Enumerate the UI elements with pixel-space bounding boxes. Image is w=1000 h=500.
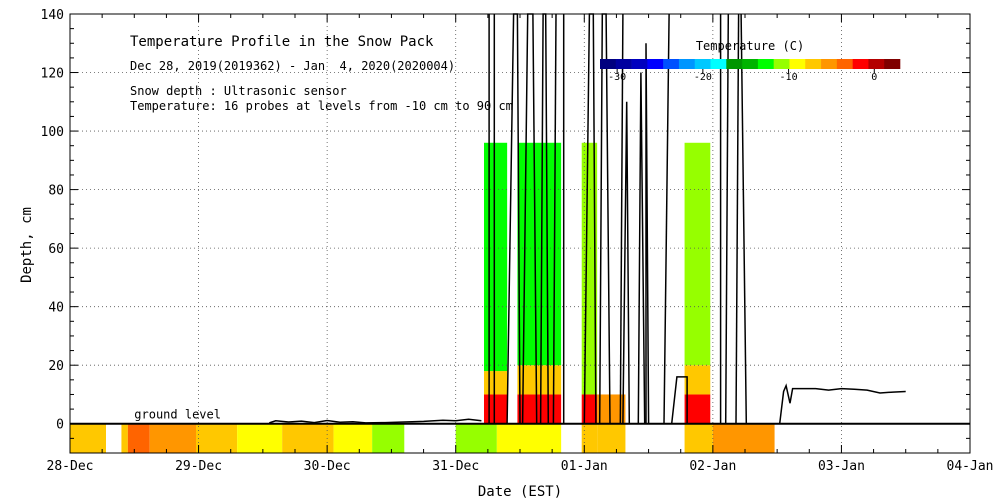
x-tick-label-3: 31-Dec bbox=[432, 459, 479, 474]
x-tick-label-4: 01-Jan bbox=[561, 459, 608, 474]
temperature-block-8 bbox=[372, 423, 405, 453]
temperature-block-22 bbox=[684, 423, 713, 453]
snow-depth-line-19 bbox=[740, 13, 748, 424]
colorbar-swatch-1 bbox=[615, 59, 632, 69]
y-axis-label: Depth, cm bbox=[19, 207, 35, 283]
y-tick-label-7: 140 bbox=[41, 8, 64, 23]
colorbar-tick-label-3: 0 bbox=[871, 72, 877, 83]
temperature-block-5 bbox=[237, 423, 283, 453]
colorbar-swatch-11 bbox=[773, 59, 790, 69]
temperature-block-7 bbox=[333, 423, 373, 453]
chart-subtitle: Dec 28, 2019(2019362) - Jan 4, 2020(2020… bbox=[130, 59, 455, 73]
y-tick-label-3: 60 bbox=[48, 242, 64, 257]
colorbar-swatch-17 bbox=[868, 59, 885, 69]
snow-depth-line-0 bbox=[269, 418, 482, 424]
colorbar-title: Temperature (C) bbox=[696, 39, 804, 53]
colorbar-swatch-10 bbox=[757, 59, 774, 69]
temperature-block-4 bbox=[196, 423, 238, 453]
temperature-block-0 bbox=[70, 423, 106, 453]
snow-depth-line-6 bbox=[552, 13, 557, 424]
temperature-block-18 bbox=[581, 394, 598, 424]
ground-level: ground level bbox=[70, 408, 970, 425]
temperature-block-13 bbox=[484, 142, 508, 372]
note-snow-depth: Snow depth : Ultrasonic sensor bbox=[130, 84, 347, 98]
colorbar-swatch-2 bbox=[631, 59, 648, 69]
colorbar-swatch-16 bbox=[852, 59, 869, 69]
temperature-block-10 bbox=[496, 423, 562, 453]
y-tick-label-5: 100 bbox=[41, 125, 64, 140]
temperature-block-17 bbox=[581, 423, 598, 453]
snow-depth-line-13 bbox=[645, 43, 650, 424]
snow-depth-line-17 bbox=[724, 13, 730, 424]
colorbar-tick-label-1: -20 bbox=[694, 72, 712, 83]
y-tick-label-4: 80 bbox=[48, 184, 64, 199]
x-tick-label-1: 29-Dec bbox=[175, 459, 222, 474]
colorbar-swatches bbox=[600, 59, 901, 69]
colorbar-swatch-7 bbox=[710, 59, 727, 69]
x-tick-label-6: 03-Jan bbox=[818, 459, 865, 474]
colorbar-swatch-15 bbox=[836, 59, 853, 69]
temperature-block-14 bbox=[517, 394, 562, 424]
x-tick-label-7: 04-Jan bbox=[947, 459, 994, 474]
colorbar-swatch-0 bbox=[600, 59, 617, 69]
temperature-block-9 bbox=[455, 423, 497, 453]
snow-depth-line-15 bbox=[670, 376, 688, 424]
snow-depth-line-20 bbox=[778, 383, 906, 424]
colorbar-tick-label-2: -10 bbox=[780, 72, 798, 83]
y-tick-label-2: 40 bbox=[48, 301, 64, 316]
y-tick-labels: 0 20 40 60 80 100 120 140 bbox=[41, 8, 64, 433]
temperature-blocks bbox=[70, 142, 775, 453]
temperature-block-3 bbox=[149, 423, 196, 453]
colorbar-swatch-4 bbox=[663, 59, 680, 69]
colorbar-tick-label-0: -30 bbox=[608, 72, 626, 83]
colorbar-ticks: -30 -20 -10 0 bbox=[608, 69, 877, 83]
temperature-block-24 bbox=[684, 394, 711, 424]
colorbar-swatch-8 bbox=[726, 59, 743, 69]
x-tick-label-0: 28-Dec bbox=[47, 459, 94, 474]
temperature-block-2 bbox=[127, 423, 150, 453]
axis-ticks bbox=[69, 13, 971, 454]
x-tick-label-2: 30-Dec bbox=[304, 459, 351, 474]
colorbar-swatch-13 bbox=[805, 59, 822, 69]
temperature-block-11 bbox=[484, 394, 508, 424]
ground-level-label: ground level bbox=[134, 408, 221, 422]
chart-title: Temperature Profile in the Snow Pack bbox=[130, 34, 434, 50]
temperature-block-6 bbox=[282, 423, 334, 453]
x-tick-labels: 28-Dec 29-Dec 30-Dec 31-Dec 01-Jan 02-Jan 03-J… bbox=[47, 459, 994, 474]
x-axis-label: Date (EST) bbox=[478, 484, 562, 500]
temperature-block-23 bbox=[712, 423, 775, 453]
y-tick-label-1: 20 bbox=[48, 359, 64, 374]
temperature-block-26 bbox=[684, 142, 711, 366]
snow-depth-series bbox=[269, 13, 906, 424]
snow-depth-line-14 bbox=[663, 13, 670, 424]
colorbar-swatch-9 bbox=[742, 59, 759, 69]
snow-depth-line-11 bbox=[622, 101, 631, 424]
snow-depth-line-10 bbox=[619, 13, 624, 424]
colorbar-swatch-5 bbox=[678, 59, 696, 69]
snow-depth-line-12 bbox=[637, 72, 646, 424]
temperature-block-12 bbox=[484, 371, 508, 395]
temperature-block-25 bbox=[684, 365, 711, 395]
colorbar-swatch-6 bbox=[694, 59, 711, 69]
temperature-block-20 bbox=[597, 423, 626, 453]
y-tick-label-6: 120 bbox=[41, 67, 64, 82]
snow-depth-line-18 bbox=[735, 13, 740, 424]
colorbar: Temperature (C) -30 -20 -10 0 bbox=[600, 39, 901, 83]
colorbar-swatch-3 bbox=[647, 59, 664, 69]
colorbar-swatch-12 bbox=[789, 59, 806, 69]
temperature-block-1 bbox=[121, 423, 128, 453]
colorbar-swatch-14 bbox=[821, 59, 838, 69]
y-tick-label-0: 0 bbox=[56, 418, 64, 433]
x-tick-label-5: 02-Jan bbox=[689, 459, 736, 474]
note-temperature: Temperature: 16 probes at levels from -1… bbox=[130, 99, 513, 113]
colorbar-swatch-18 bbox=[884, 59, 901, 69]
